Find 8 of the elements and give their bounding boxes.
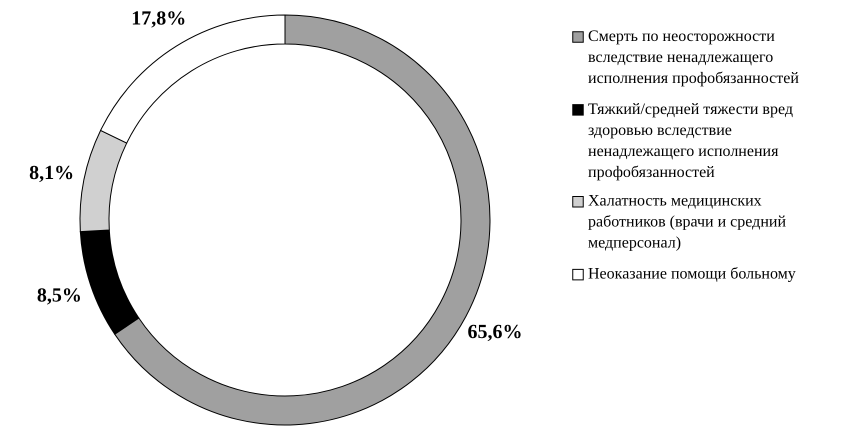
data-label: 17,8%: [131, 7, 186, 30]
legend-label: Халатность медицинских работников (врачи и средний медперсонал): [588, 192, 786, 252]
data-label: 65,6%: [467, 321, 522, 344]
data-label: 8,5%: [36, 284, 82, 307]
legend-label: Смерть по неосторожности вследствие ненадлежащего исполнения профобязанностей: [588, 28, 800, 87]
legend-label: Тяжкий/средней тяжести вред здоровью вследствие ненадлежащего исполнения профобязанностей: [588, 100, 794, 181]
legend-label: Неоказание помощи больному: [588, 266, 796, 283]
data-label: 8,1%: [29, 162, 74, 184]
